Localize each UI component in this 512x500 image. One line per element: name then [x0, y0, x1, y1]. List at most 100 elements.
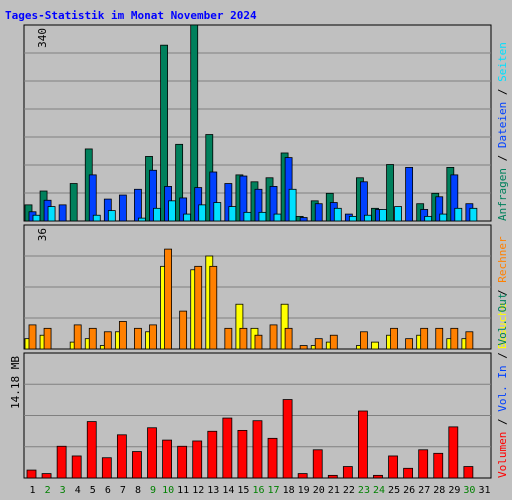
top-panel-grid — [24, 52, 491, 194]
rechner-bar — [254, 334, 263, 350]
legend-dateien: Dateien — [496, 102, 509, 148]
bottom-panel-scale-label: 14.18 MB — [9, 356, 22, 409]
seiten-bar — [424, 215, 433, 222]
rechner-bar — [164, 248, 172, 350]
legend-separator: / — [496, 346, 509, 366]
rechner-bar — [360, 331, 368, 350]
bottom-panel: 14.18 MB Volumen / Vol. In / Vol. Out — [9, 293, 509, 479]
rechner-bar — [435, 327, 444, 350]
day-label: 1 — [30, 485, 36, 496]
day-label: 15 — [237, 485, 249, 496]
day-label: 3 — [60, 485, 66, 496]
top-panel: 340 Anfragen / Dateien / Seiten — [23, 24, 509, 222]
rechner-bar — [299, 345, 308, 350]
volumen-bar — [297, 473, 308, 479]
dateien-bar — [405, 166, 414, 222]
seiten-bar — [92, 214, 101, 222]
day-label: 23 — [358, 485, 370, 496]
rechner-bar — [28, 324, 37, 350]
rechner-bar — [149, 324, 157, 350]
day-label: 31 — [478, 485, 490, 496]
dateien-bar — [103, 198, 112, 222]
day-label: 4 — [75, 485, 81, 496]
anfragen-bar — [69, 183, 78, 222]
dateien-bar — [224, 183, 233, 222]
legend-vol-in: Vol. In — [496, 365, 509, 411]
volumen-bar — [162, 439, 172, 479]
rechner-bar — [329, 334, 338, 350]
legend-besuche: Besuche — [496, 303, 509, 349]
day-label: 2 — [45, 485, 51, 496]
rechner-bar — [390, 327, 398, 350]
legend-anfragen: Anfragen — [496, 168, 509, 221]
seiten-bar — [394, 206, 402, 222]
volumen-bar — [267, 437, 278, 479]
seiten-bar — [273, 213, 282, 222]
volumen-bar — [282, 399, 293, 479]
rechner-bar — [314, 338, 323, 350]
volumen-bar — [56, 445, 67, 479]
seiten-bar — [288, 188, 297, 222]
seiten-bar — [333, 207, 342, 222]
besuche-bar — [280, 303, 289, 350]
legend-volumen: Volumen — [496, 432, 509, 478]
seiten-bar — [469, 207, 478, 222]
rechner-bar — [88, 327, 97, 350]
seiten-bar — [439, 213, 448, 222]
volumen-bar — [403, 467, 414, 479]
dateien-bar — [179, 197, 188, 222]
anfragen-bar — [160, 44, 168, 222]
day-label: 12 — [192, 485, 204, 496]
day-label: 16 — [252, 485, 264, 496]
dateien-bar — [450, 174, 459, 222]
day-label: 24 — [373, 485, 385, 496]
volumen-bar — [26, 469, 37, 479]
top-panel-bars — [24, 24, 478, 222]
volumen-bar — [177, 445, 188, 479]
top-panel-legend: Anfragen / Dateien / Seiten — [496, 42, 509, 221]
dateien-bar — [360, 181, 368, 222]
day-label: 9 — [150, 485, 156, 496]
anfragen-bar — [386, 164, 394, 222]
seiten-bar — [168, 200, 176, 222]
day-label: 19 — [298, 485, 310, 496]
day-label: 29 — [448, 485, 460, 496]
day-label: 20 — [313, 485, 325, 496]
middle-panel-scale-label: 36 — [36, 228, 49, 241]
seiten-bar — [243, 211, 252, 222]
dateien-bar — [314, 203, 323, 222]
rechner-bar — [103, 331, 112, 350]
volumen-bar — [358, 410, 368, 479]
seiten-bar — [258, 211, 267, 222]
seiten-bar — [153, 207, 161, 222]
rechner-bar — [194, 265, 203, 350]
volumen-bar — [71, 455, 82, 479]
dateien-bar — [420, 209, 429, 222]
volumen-bar — [342, 466, 353, 479]
day-label: 30 — [463, 485, 475, 496]
day-label: 21 — [328, 485, 340, 496]
volumen-bar — [86, 421, 97, 479]
seiten-bar — [228, 206, 237, 222]
day-label: 27 — [418, 485, 430, 496]
rechner-bar — [43, 327, 52, 350]
seiten-bar — [454, 207, 463, 222]
middle-panel-bars — [24, 248, 474, 350]
rechner-bar — [465, 331, 474, 350]
seiten-bar — [348, 215, 357, 222]
volumen-bar — [207, 430, 218, 479]
rechner-bar — [239, 327, 248, 350]
day-label: 6 — [105, 485, 111, 496]
besuche-bar — [235, 303, 244, 350]
rechner-bar — [420, 327, 429, 350]
day-label: 17 — [268, 485, 280, 496]
rechner-bar — [118, 321, 127, 350]
seiten-bar — [138, 217, 146, 222]
dateien-bar — [299, 217, 308, 222]
dateien-bar — [134, 188, 142, 222]
seiten-bar — [198, 204, 207, 222]
volumen-bar — [132, 451, 142, 479]
volumen-bar — [373, 474, 383, 479]
legend-vol-out: Vol. Out — [496, 293, 509, 346]
day-label: 26 — [403, 485, 415, 496]
